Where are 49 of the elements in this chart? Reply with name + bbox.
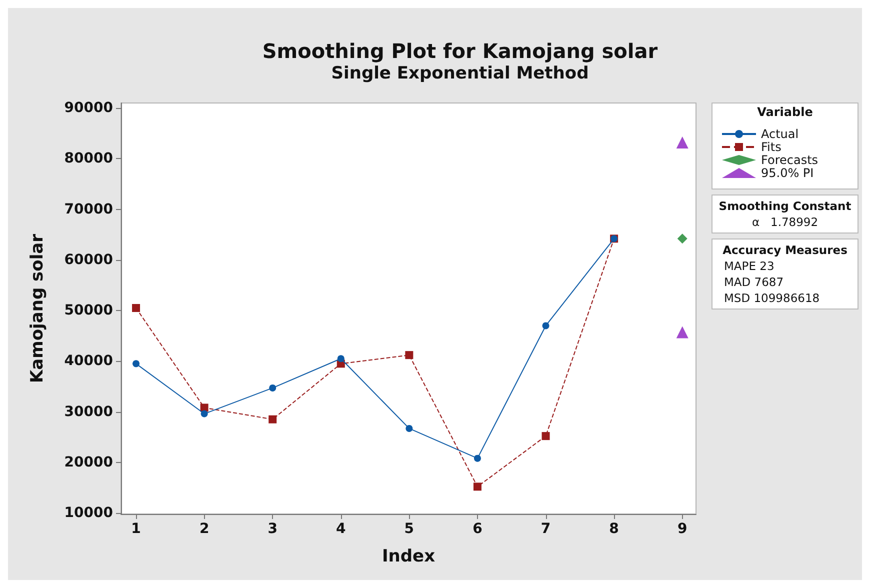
point xyxy=(132,360,140,368)
x-tick-label: 8 xyxy=(609,521,619,537)
y-tick-label: 20000 xyxy=(64,454,114,470)
legend-title: Variable xyxy=(757,105,813,119)
text: MSD 109986618 xyxy=(724,291,820,305)
point xyxy=(542,322,550,330)
point xyxy=(200,410,208,418)
y-tick-label: 50000 xyxy=(64,302,114,319)
point xyxy=(132,304,140,312)
x-axis-title: Index xyxy=(382,546,436,566)
legend-label: 95.0% PI xyxy=(761,166,814,180)
y-tick-label: 30000 xyxy=(64,404,114,420)
x-tick-label: 1 xyxy=(131,521,141,537)
x-tick-label: 5 xyxy=(404,521,414,537)
point xyxy=(269,384,276,392)
text: Smoothing Constant xyxy=(718,199,852,213)
y-tick-label: 70000 xyxy=(64,201,114,218)
x-tick-label: 3 xyxy=(268,521,278,537)
point xyxy=(337,355,344,362)
y-tick-label: 40000 xyxy=(64,353,114,370)
point xyxy=(542,432,550,440)
x-tick-label: 7 xyxy=(540,521,551,537)
point xyxy=(406,424,413,432)
y-tick-label: 60000 xyxy=(64,252,114,268)
point xyxy=(268,415,277,424)
y-tick-label: 10000 xyxy=(64,504,114,521)
point xyxy=(473,482,482,491)
x-tick-label: 2 xyxy=(199,521,210,537)
x-tick-label: 6 xyxy=(472,521,482,537)
point xyxy=(405,351,414,360)
point xyxy=(200,404,208,412)
point xyxy=(676,136,688,148)
text: α 1.78992 xyxy=(752,215,818,229)
point xyxy=(677,234,688,244)
legend-label: Forecasts xyxy=(761,153,818,167)
x-tick-label: 9 xyxy=(677,521,688,537)
y-tick-label: 80000 xyxy=(64,150,114,167)
point xyxy=(474,454,481,462)
legend-label: Fits xyxy=(761,140,782,154)
text: MAPE 23 xyxy=(724,259,774,273)
text: Accuracy Measures xyxy=(722,243,848,257)
legend-label: Actual xyxy=(761,127,799,141)
x-tick-label: 4 xyxy=(336,521,346,537)
y-axis-title: Kamojang solar xyxy=(28,233,48,384)
chart-subtitle: Single Exponential Method xyxy=(331,64,589,84)
text: MAD 7687 xyxy=(724,275,784,289)
y-tick-label: 90000 xyxy=(64,100,114,116)
chart-title: Smoothing Plot for Kamojang solar xyxy=(262,39,658,63)
point xyxy=(676,326,688,338)
